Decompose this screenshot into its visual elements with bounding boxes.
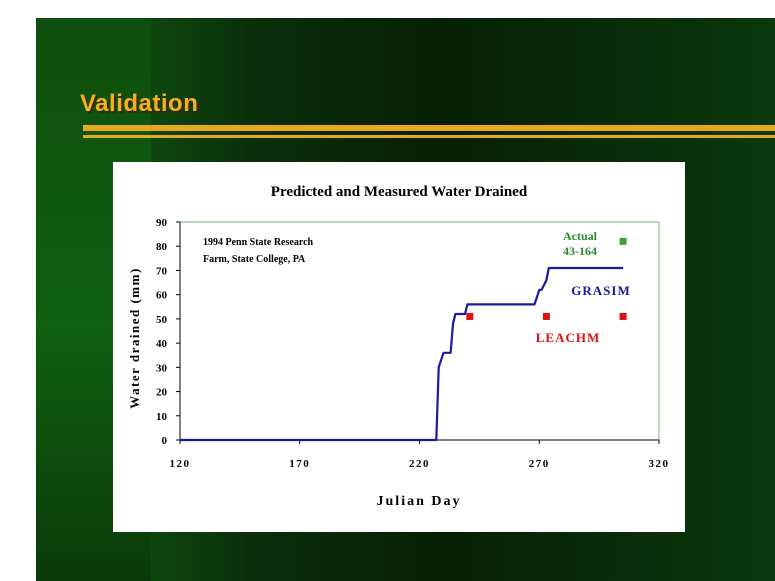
chart-svg: Predicted and Measured Water Drained 0 10…	[127, 184, 670, 509]
y-tick-label: 30	[156, 362, 168, 374]
x-tick-label: 170	[289, 458, 310, 470]
x-tick-label: 320	[649, 458, 670, 470]
y-axis-label: Water drained (mm)	[127, 267, 142, 409]
y-tick-label: 80	[156, 241, 168, 253]
title-rule-thin	[83, 135, 775, 138]
series-line-grasim	[180, 266, 624, 442]
chart-title: Predicted and Measured Water Drained	[271, 184, 528, 200]
legend-label-actual-range: 43-164	[563, 244, 597, 258]
annotation-line-2: Farm, State College, PA	[203, 254, 306, 265]
plot-marks	[180, 237, 627, 442]
point-leachm	[466, 312, 474, 320]
y-tick-label: 20	[156, 387, 168, 399]
slide-title: Validation	[80, 90, 199, 117]
y-tick-label: 40	[156, 338, 168, 350]
x-tick-label: 220	[409, 458, 430, 470]
title-rule-thick	[83, 125, 775, 131]
legend-label-leachm: LEACHM	[536, 330, 601, 345]
y-tick-label: 50	[156, 314, 168, 326]
y-tick-label: 60	[156, 290, 168, 302]
legend-label-actual: Actual	[563, 229, 598, 243]
y-tick-label: 90	[156, 217, 168, 229]
legend-label-grasim: GRASIM	[571, 283, 630, 298]
y-tick-label: 10	[156, 411, 168, 423]
x-axis-label: Julian Day	[377, 494, 462, 509]
point-leachm	[619, 312, 627, 320]
annotation-line-1: 1994 Penn State Research	[203, 237, 314, 248]
x-tick-label: 120	[170, 458, 191, 470]
y-tick-label: 70	[156, 265, 168, 277]
chart-panel: Predicted and Measured Water Drained 0 10…	[113, 162, 685, 532]
x-tick-label: 270	[529, 458, 550, 470]
y-tick-label: 0	[162, 435, 168, 447]
point-actual	[619, 237, 627, 245]
point-leachm	[542, 312, 550, 320]
